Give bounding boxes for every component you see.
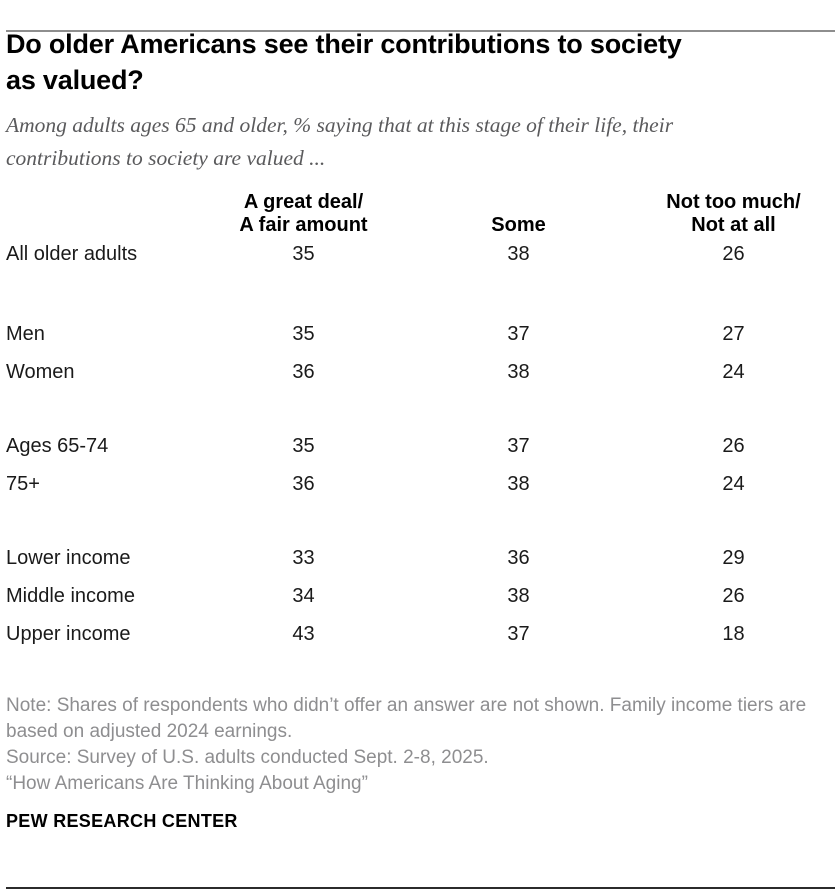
footer-notes: Note: Shares of respondents who didn’t o…	[6, 693, 834, 797]
row-label: 75+	[6, 473, 40, 495]
cell-value: 35	[292, 435, 315, 457]
cell-value: 24	[722, 473, 745, 495]
row-label: Women	[6, 361, 75, 383]
report-title-text: “How Americans Are Thinking About Aging”	[6, 773, 368, 794]
table-row: Men 35 37 27	[6, 323, 834, 361]
cell-value: 18	[722, 623, 745, 645]
top-rule	[6, 30, 835, 32]
row-label: Upper income	[6, 623, 131, 645]
note-text: Note: Shares of respondents who didn’t o…	[6, 695, 807, 742]
table-row: Upper income 43 37 18	[6, 623, 834, 661]
column-header-not-much: Not too much/ Not at all	[666, 191, 801, 236]
row-label: Lower income	[6, 547, 131, 569]
cell-value: 26	[722, 435, 745, 457]
pew-research-center-logo: PEW RESEARCH CENTER	[6, 811, 238, 831]
cell-value: 34	[292, 585, 315, 607]
cell-value: 38	[507, 243, 530, 265]
cell-value: 43	[292, 623, 315, 645]
table-header-row: A great deal/ A fair amount Some Not too…	[6, 191, 834, 237]
cell-value: 27	[722, 323, 745, 345]
table-row: Ages 65-74 35 37 26	[6, 435, 834, 473]
cell-value: 36	[507, 547, 530, 569]
bottom-rule	[6, 887, 835, 889]
row-label: Middle income	[6, 585, 135, 607]
cell-value: 24	[722, 361, 745, 383]
chart-subtitle: Among adults ages 65 and older, % saying…	[6, 113, 674, 170]
row-label: Men	[6, 323, 45, 345]
cell-value: 33	[292, 547, 315, 569]
source-text: Source: Survey of U.S. adults conducted …	[6, 747, 489, 768]
row-group-all: All older adults 35 38 26	[6, 243, 834, 281]
cell-value: 26	[722, 585, 745, 607]
cell-value: 36	[292, 473, 315, 495]
row-group-income: Lower income 33 36 29 Middle income 34 3…	[6, 547, 834, 661]
cell-value: 35	[292, 323, 315, 345]
column-header-great-deal: A great deal/ A fair amount	[239, 191, 368, 236]
table-row: 75+ 36 38 24	[6, 473, 834, 511]
row-label: All older adults	[6, 243, 138, 265]
cell-value: 35	[292, 243, 315, 265]
cell-value: 26	[722, 243, 745, 265]
cell-value: 37	[507, 435, 530, 457]
row-label: Ages 65-74	[6, 435, 109, 457]
column-header-some: Some	[491, 214, 546, 236]
table-row: Lower income 33 36 29	[6, 547, 834, 585]
table-row: Middle income 34 38 26	[6, 585, 834, 623]
cell-value: 37	[507, 623, 530, 645]
chart-container: Do older Americans see their contributio…	[0, 26, 840, 896]
page-title: Do older Americans see their contributio…	[6, 29, 682, 95]
cell-value: 38	[507, 473, 530, 495]
cell-value: 38	[507, 361, 530, 383]
cell-value: 37	[507, 323, 530, 345]
cell-value: 29	[722, 547, 745, 569]
row-group-age: Ages 65-74 35 37 26 75+ 36 38 24	[6, 435, 834, 511]
cell-value: 38	[507, 585, 530, 607]
row-group-gender: Men 35 37 27 Women 36 38 24	[6, 323, 834, 399]
table-row: All older adults 35 38 26	[6, 243, 834, 281]
table-row: Women 36 38 24	[6, 361, 834, 399]
cell-value: 36	[292, 361, 315, 383]
